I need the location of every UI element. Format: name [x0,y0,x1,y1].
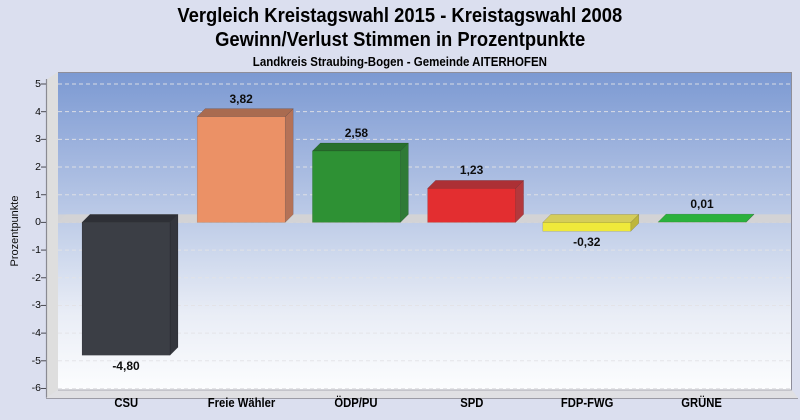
bar-fdp-fwg-top [542,214,640,223]
x-category-label-grüne: GRÜNE [681,396,723,410]
zero-plane-band [58,214,792,223]
bar-ödp-pu-top [311,142,410,152]
bar-fdp-fwg-front [542,222,632,232]
y-tick-label--1: -1 [31,244,41,257]
bar-csu-top [81,214,179,223]
bar-spd-top [426,180,525,189]
bar-csu-front [81,222,171,356]
y-tick-label-1: 1 [35,188,41,201]
bar-freie-wähler-side [284,108,294,224]
y-tick-label--4: -4 [31,327,41,340]
bar-ödp-pu-side [400,142,409,224]
y-tick-label--5: -5 [31,354,41,367]
bar-ödp-pu-value-label: 2,58 [344,125,369,140]
plot-area-backwall [58,72,792,390]
bar-spd-front [427,188,516,223]
chart-header: Vergleich Kreistagswahl 2015 - Kreistags… [0,4,800,70]
floor-3d [46,390,798,398]
x-category-label-ödp-pu: ÖDP/PU [334,396,378,410]
y-tick-label-0: 0 [35,216,41,229]
bar-csu-value-label: -4,80 [112,359,140,374]
y-tick-label-5: 5 [35,78,41,90]
bar-csu-side [169,213,179,356]
bar-freie-wähler-front [196,116,286,223]
y-tick-label-2: 2 [35,161,41,174]
chart-subtitle: Landkreis Straubing-Bogen - Gemeinde AIT… [252,55,548,69]
bar-grüne-top [657,213,755,223]
x-category-label-spd: SPD [460,396,484,410]
bar-ödp-pu-front [312,150,401,223]
y-tick-label--3: -3 [31,299,41,312]
y-tick-label--2: -2 [31,271,41,284]
y-tick-label-4: 4 [35,105,41,118]
x-category-label-freie-wähler: Freie Wähler [207,396,275,410]
bar-grüne-value-label: 0,01 [690,197,714,212]
chart-title-line2: Gewinn/Verlust Stimmen in Prozentpunkte [214,29,586,51]
bar-spd-value-label: 1,23 [459,163,484,178]
x-category-label-fdp-fwg: FDP-FWG [560,396,614,410]
bar-fdp-fwg-value-label: -0,32 [573,235,601,250]
left-wall-3d [46,72,58,398]
bar-freie-wähler-top [196,108,294,117]
x-category-label-csu: CSU [114,396,138,410]
bar-freie-wähler-value-label: 3,82 [229,91,253,106]
chart-title-line1: Vergleich Kreistagswahl 2015 - Kreistags… [177,5,623,27]
y-tick-label--6: -6 [31,382,41,395]
y-tick-label-3: 3 [35,133,41,146]
